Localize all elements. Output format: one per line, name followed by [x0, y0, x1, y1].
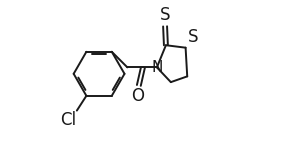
Text: S: S — [160, 6, 170, 24]
Text: O: O — [132, 87, 144, 105]
Text: N: N — [151, 60, 163, 75]
Text: S: S — [188, 28, 198, 46]
Text: Cl: Cl — [60, 111, 76, 129]
